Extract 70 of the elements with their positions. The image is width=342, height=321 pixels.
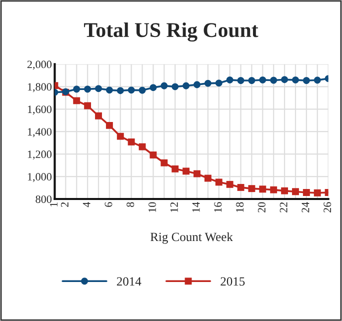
point <box>73 97 80 104</box>
legend-label: 2015 <box>220 277 245 286</box>
x-tick-label: 4 <box>82 202 90 208</box>
point <box>182 82 190 90</box>
x-tick-label: 22 <box>280 202 288 212</box>
x-tick-label: 10 <box>148 202 156 212</box>
x-tick-label: 16 <box>214 202 222 212</box>
point <box>215 80 222 87</box>
point <box>259 76 266 84</box>
y-tick-label: 800 <box>36 195 52 203</box>
point <box>138 86 146 94</box>
point <box>237 77 244 84</box>
point <box>302 77 310 84</box>
point <box>314 189 321 196</box>
point <box>150 152 157 158</box>
y-tick-label: 1,800 <box>28 83 52 92</box>
point <box>106 122 113 129</box>
x-tick-label: 12 <box>170 202 178 212</box>
point <box>226 76 234 84</box>
point <box>95 85 102 92</box>
legend-label: 2014 <box>116 277 142 286</box>
point <box>128 86 135 94</box>
point <box>172 83 179 90</box>
point <box>215 178 222 186</box>
x-tick-label: 8 <box>126 202 134 207</box>
x-tick-label: 20 <box>258 202 266 212</box>
point <box>194 81 200 88</box>
point <box>194 170 200 178</box>
point <box>73 86 80 93</box>
point <box>84 86 92 93</box>
point <box>204 80 212 87</box>
point <box>270 76 278 84</box>
point <box>226 180 234 188</box>
point <box>281 76 288 84</box>
point <box>84 102 92 110</box>
point <box>237 184 244 191</box>
point <box>292 76 299 84</box>
x-tick-label: 24 <box>302 202 310 212</box>
point <box>116 87 124 94</box>
point <box>281 187 288 194</box>
point <box>314 76 321 84</box>
x-tick-label: 1 <box>50 202 58 206</box>
chart-title: Total US Rig Count <box>84 22 258 42</box>
point <box>150 84 157 92</box>
y-tick-label: 1,000 <box>28 173 52 182</box>
point <box>292 188 299 196</box>
y-tick-label: 2,000 <box>27 60 52 70</box>
x-tick-label: 18 <box>236 202 244 212</box>
x-axis-title: Rig Count Week <box>150 232 233 244</box>
point <box>182 168 190 175</box>
point <box>106 86 113 94</box>
point <box>302 189 310 196</box>
x-tick-label: 26 <box>324 202 332 212</box>
y-tick-label: 1,200 <box>28 150 52 160</box>
point <box>248 185 256 192</box>
point <box>160 82 168 90</box>
point <box>248 77 256 84</box>
y-tick-label: 1,600 <box>28 106 52 115</box>
point <box>270 186 278 194</box>
point <box>172 165 179 172</box>
point <box>204 174 212 182</box>
point <box>160 159 168 166</box>
y-tick-label: 1,400 <box>28 128 52 138</box>
x-tick-label: 14 <box>192 202 200 212</box>
point <box>259 186 266 193</box>
x-tick-label: 6 <box>104 202 112 207</box>
x-tick-label: 2 <box>60 202 68 207</box>
point <box>95 112 102 120</box>
point <box>116 132 124 140</box>
point <box>128 138 135 146</box>
